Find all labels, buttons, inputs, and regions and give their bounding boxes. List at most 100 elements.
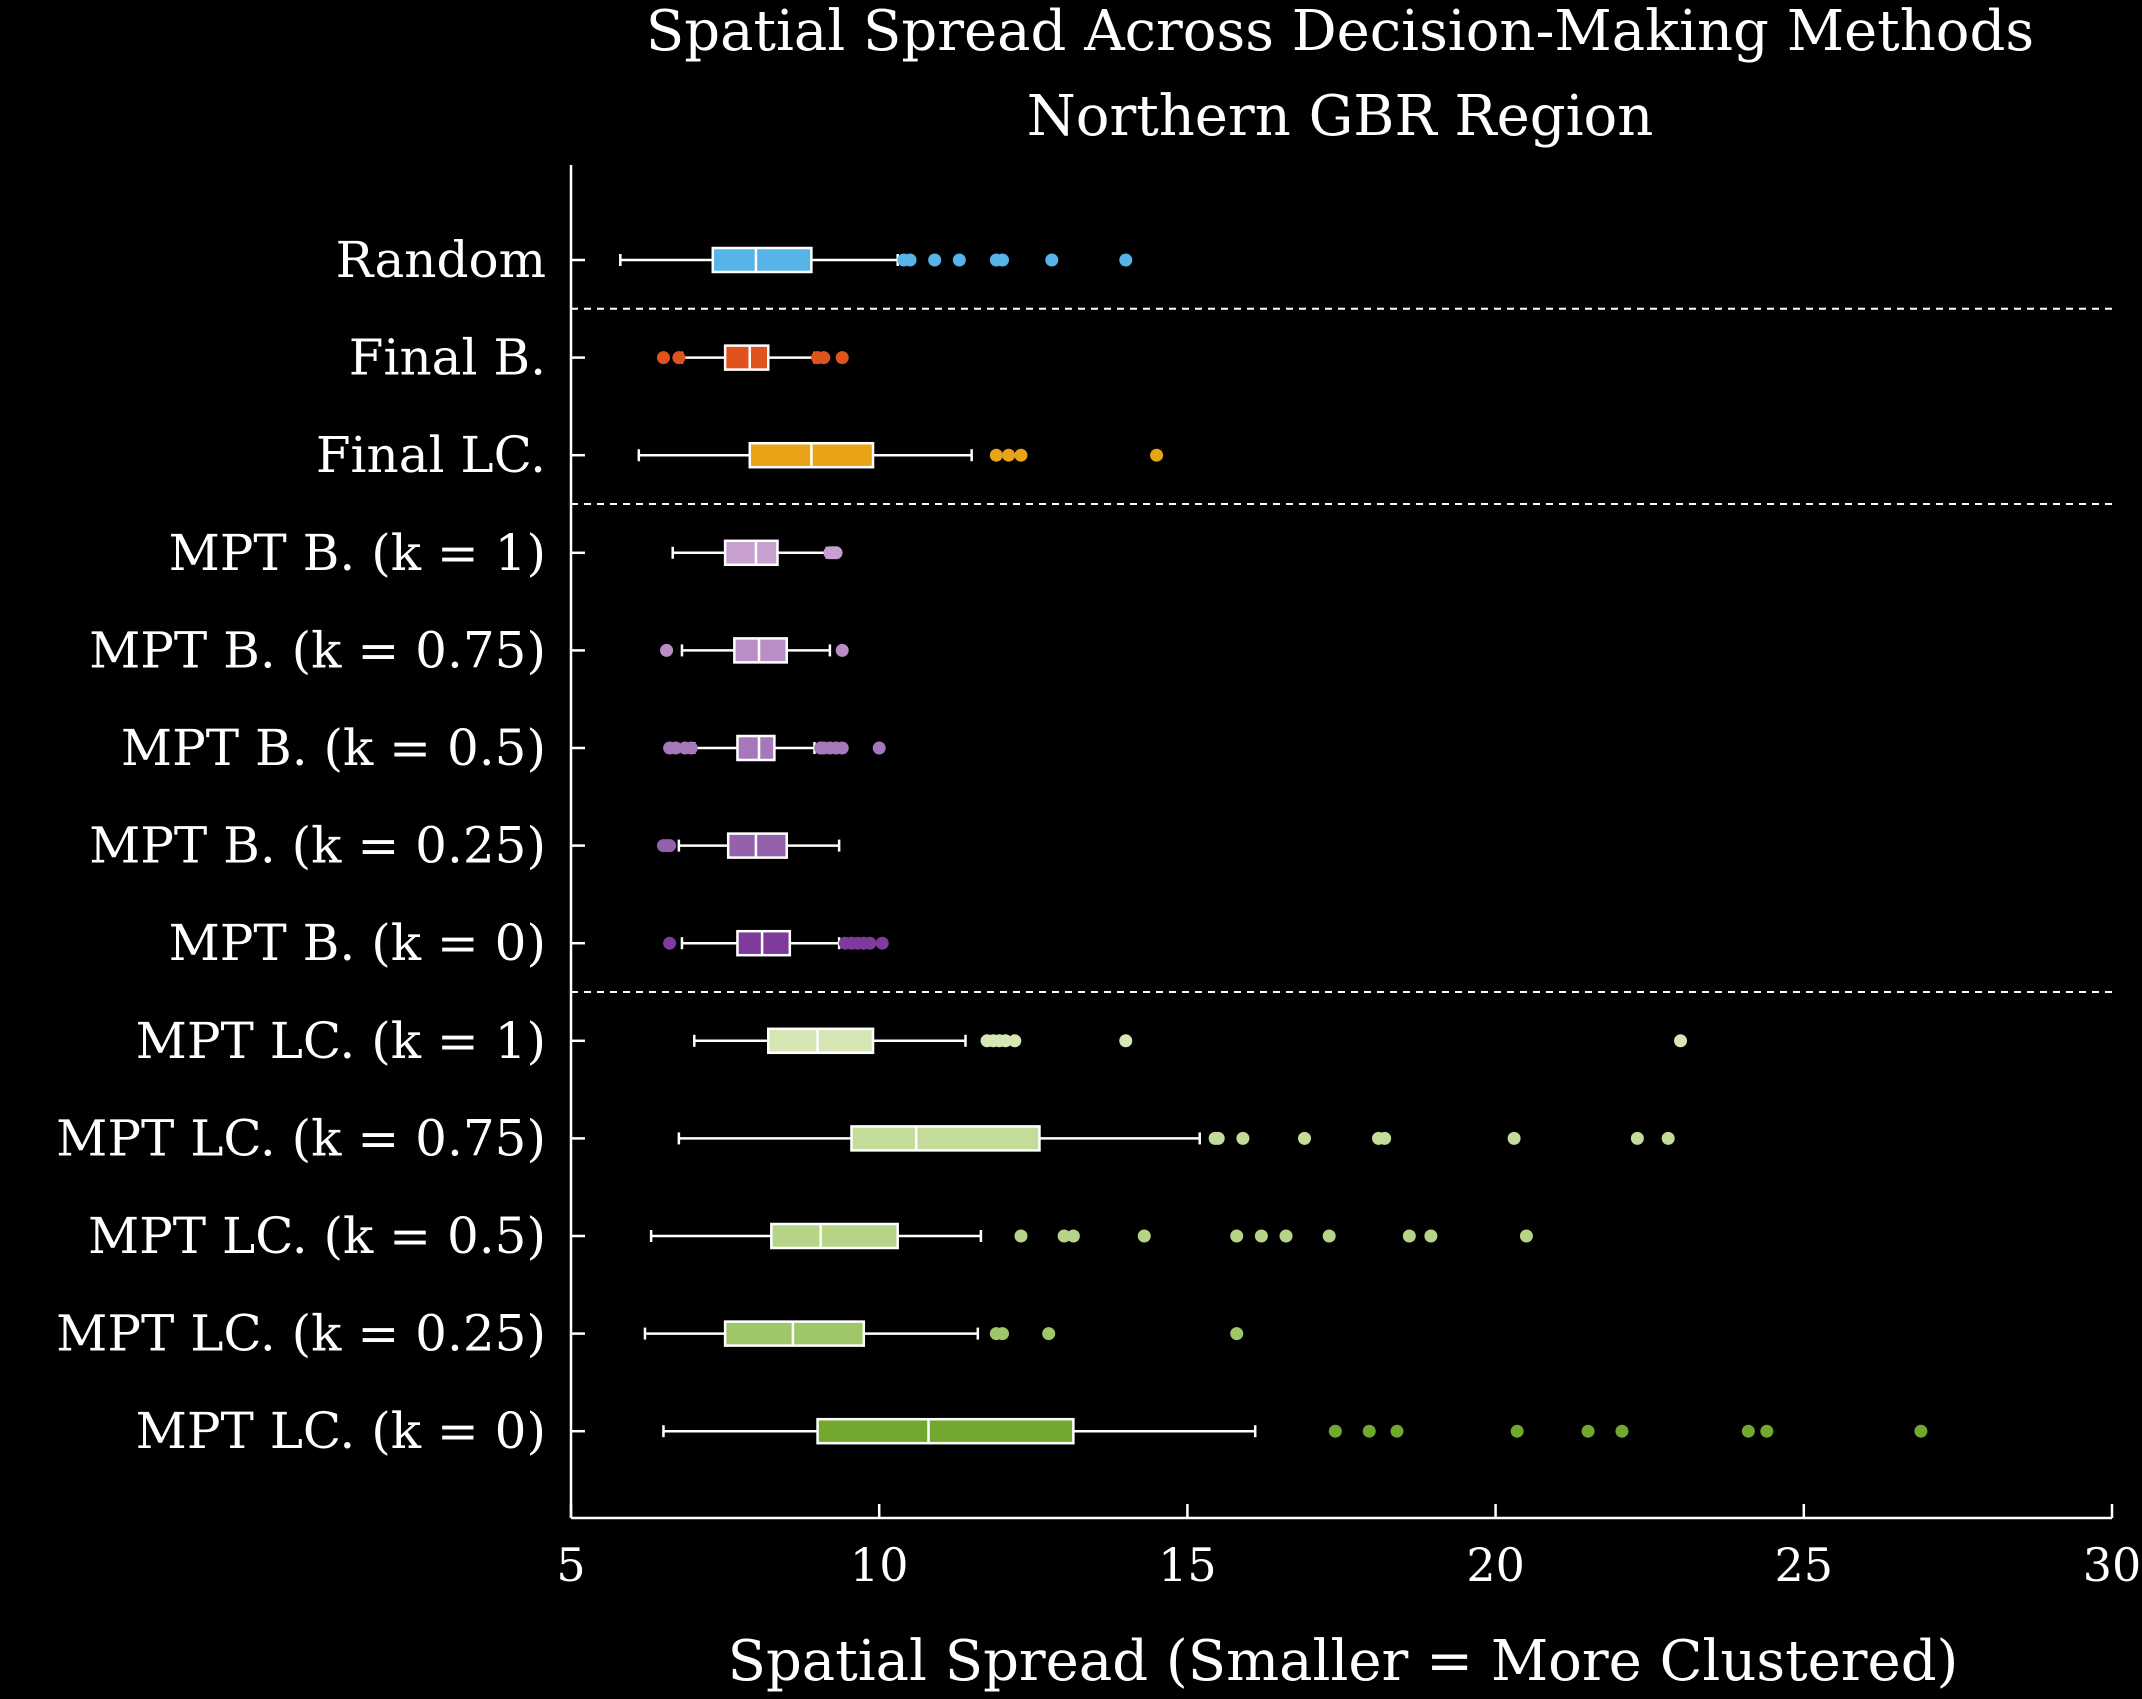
outlier-point bbox=[1211, 1131, 1225, 1145]
outlier-point bbox=[1230, 1327, 1244, 1341]
box-group: MPT B. (k = 0) bbox=[169, 914, 889, 972]
outlier-point bbox=[1150, 448, 1164, 462]
category-label: Final LC. bbox=[316, 426, 546, 484]
x-tick-label: 10 bbox=[850, 1538, 909, 1592]
outlier-point bbox=[1760, 1424, 1774, 1438]
outlier-point bbox=[672, 351, 686, 365]
outlier-point bbox=[1008, 1034, 1022, 1048]
outlier-point bbox=[1581, 1424, 1595, 1438]
box-group: MPT B. (k = 0.75) bbox=[89, 621, 849, 679]
outlier-point bbox=[1674, 1034, 1688, 1048]
outlier-point bbox=[1402, 1229, 1416, 1243]
box-group: Final B. bbox=[349, 329, 849, 387]
x-tick-label: 25 bbox=[1775, 1538, 1834, 1592]
outlier-point bbox=[817, 351, 831, 365]
outlier-point bbox=[999, 1034, 1013, 1048]
outlier-point bbox=[663, 839, 677, 853]
outlier-point bbox=[663, 936, 677, 950]
box-group: MPT LC. (k = 1) bbox=[136, 1012, 1688, 1070]
outlier-point bbox=[1507, 1131, 1521, 1145]
outlier-point bbox=[684, 741, 698, 755]
outlier-point bbox=[1378, 1131, 1392, 1145]
iqr-box bbox=[723, 344, 770, 371]
outlier-point bbox=[903, 253, 917, 267]
outlier-point bbox=[1014, 1229, 1028, 1243]
iqr-box bbox=[766, 1027, 875, 1055]
category-label: MPT B. (k = 0) bbox=[169, 914, 546, 972]
chart-subtitle: Northern GBR Region bbox=[1027, 84, 1654, 149]
x-tick-label: 30 bbox=[2083, 1538, 2142, 1592]
outlier-point bbox=[1045, 253, 1059, 267]
outlier-point bbox=[1057, 1229, 1071, 1243]
outlier-point bbox=[1510, 1424, 1524, 1438]
box-group: MPT LC. (k = 0) bbox=[136, 1402, 1928, 1460]
category-label: Random bbox=[336, 231, 546, 289]
category-label: MPT LC. (k = 0.5) bbox=[88, 1207, 546, 1265]
outlier-point bbox=[1254, 1229, 1268, 1243]
outlier-point bbox=[1362, 1424, 1376, 1438]
category-label: Final B. bbox=[349, 329, 546, 387]
iqr-box bbox=[816, 1417, 1075, 1445]
iqr-box bbox=[850, 1125, 1041, 1152]
outlier-point bbox=[829, 546, 843, 560]
iqr-box bbox=[770, 1222, 899, 1250]
outlier-point bbox=[989, 448, 1003, 462]
box-group: MPT LC. (k = 0.5) bbox=[88, 1207, 1533, 1265]
box-group: MPT LC. (k = 0.75) bbox=[56, 1109, 1675, 1167]
iqr-box bbox=[711, 246, 813, 274]
outlier-point bbox=[1298, 1131, 1312, 1145]
outlier-point bbox=[995, 1327, 1009, 1341]
box-group: Final LC. bbox=[316, 426, 1164, 484]
outlier-point bbox=[1630, 1131, 1644, 1145]
outlier-point bbox=[928, 253, 942, 267]
outlier-point bbox=[835, 643, 849, 657]
outlier-point bbox=[1390, 1424, 1404, 1438]
outlier-point bbox=[1119, 253, 1133, 267]
outlier-point bbox=[1914, 1424, 1928, 1438]
outlier-point bbox=[1002, 448, 1016, 462]
box-group: MPT B. (k = 0.5) bbox=[121, 719, 886, 777]
iqr-box bbox=[736, 929, 792, 957]
x-tick-label: 15 bbox=[1158, 1538, 1217, 1592]
outlier-point bbox=[1424, 1229, 1438, 1243]
outlier-point bbox=[1615, 1424, 1629, 1438]
chart-title: Spatial Spread Across Decision-Making Me… bbox=[646, 0, 2034, 64]
x-tick-label: 5 bbox=[556, 1538, 585, 1592]
outlier-point bbox=[1741, 1424, 1755, 1438]
category-label: MPT B. (k = 0.75) bbox=[89, 621, 546, 679]
outlier-point bbox=[872, 741, 886, 755]
outlier-point bbox=[1328, 1424, 1342, 1438]
outlier-point bbox=[863, 936, 877, 950]
category-label: MPT B. (k = 1) bbox=[169, 524, 546, 582]
category-label: MPT LC. (k = 0.25) bbox=[56, 1305, 546, 1363]
iqr-box bbox=[723, 1320, 866, 1347]
outlier-point bbox=[952, 253, 966, 267]
plot-area: 5 10 15 20 25 30 Random Final B. Final LC. MPT B.… bbox=[56, 165, 2141, 1592]
outlier-point bbox=[1042, 1327, 1056, 1341]
iqr-box bbox=[723, 539, 779, 567]
category-label: MPT B. (k = 0.25) bbox=[89, 817, 546, 875]
iqr-box bbox=[733, 637, 788, 664]
x-axis-label: Spatial Spread (Smaller = More Clustered… bbox=[728, 1629, 1959, 1694]
outlier-point bbox=[1279, 1229, 1293, 1243]
iqr-box bbox=[736, 734, 776, 762]
outlier-point bbox=[875, 936, 889, 950]
category-label: MPT B. (k = 0.5) bbox=[121, 719, 546, 777]
outlier-point bbox=[1230, 1229, 1244, 1243]
outlier-point bbox=[660, 643, 674, 657]
x-tick-label: 20 bbox=[1466, 1538, 1525, 1592]
outlier-point bbox=[835, 741, 849, 755]
outlier-point bbox=[1322, 1229, 1336, 1243]
box-group: Random bbox=[336, 231, 1133, 289]
outlier-point bbox=[1014, 448, 1028, 462]
box-group: MPT B. (k = 0.25) bbox=[89, 817, 841, 875]
outlier-point bbox=[835, 351, 849, 365]
box-group: MPT B. (k = 1) bbox=[169, 524, 843, 582]
category-label: MPT LC. (k = 1) bbox=[136, 1012, 546, 1070]
iqr-box bbox=[726, 832, 788, 859]
outlier-point bbox=[669, 741, 683, 755]
outlier-point bbox=[1119, 1034, 1133, 1048]
outlier-point bbox=[995, 253, 1009, 267]
box-group: MPT LC. (k = 0.25) bbox=[56, 1305, 1244, 1363]
